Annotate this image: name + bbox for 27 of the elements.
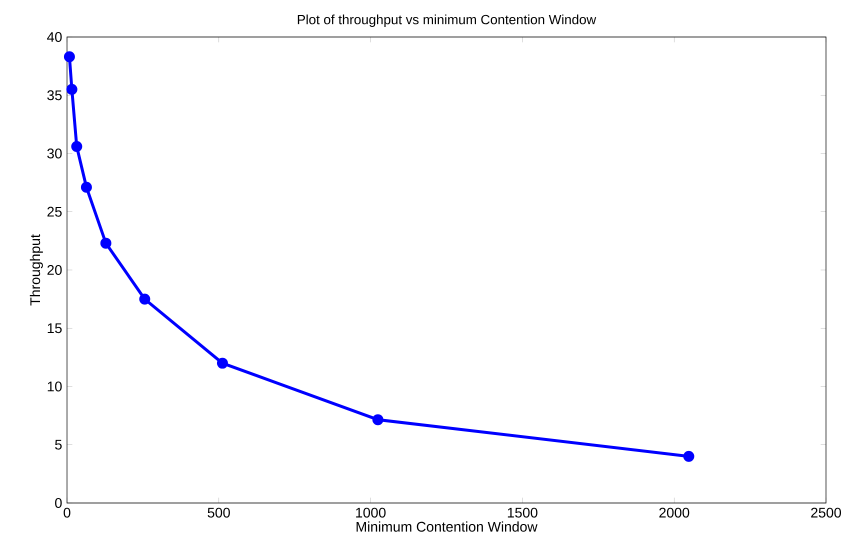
y-tick-label: 10 — [48, 382, 62, 392]
y-tick-label: 30 — [47, 148, 62, 158]
x-tick-label: 1500 — [508, 508, 538, 518]
y-tick-label: 40 — [47, 32, 62, 42]
x-tick-label: 500 — [208, 508, 230, 518]
y-tick-label: 15 — [48, 323, 62, 334]
y-tick-label: 20 — [47, 265, 62, 275]
point — [372, 414, 384, 426]
y-tick-label: 25 — [47, 206, 62, 217]
y-axis-title: Throughput — [30, 234, 43, 306]
point — [100, 238, 112, 249]
point — [683, 450, 694, 462]
x-tick-label: 2000 — [659, 508, 690, 518]
x-tick-label: 2500 — [811, 508, 842, 518]
x-axis-title: Minimum Contention Window — [356, 521, 538, 532]
x-tick-label: 1000 — [356, 508, 386, 518]
point — [80, 182, 92, 193]
point — [216, 358, 228, 369]
point — [139, 294, 150, 305]
y-tick-label: 5 — [55, 440, 62, 450]
y-tick-label: 35 — [47, 90, 62, 100]
y-tick-label: 0 — [55, 498, 62, 508]
x-tick-label: 0 — [64, 508, 70, 518]
chart-title: Plot of throughput vs minimum Contention Window — [298, 14, 596, 27]
point — [71, 141, 82, 152]
point — [64, 51, 75, 62]
point — [66, 84, 78, 95]
